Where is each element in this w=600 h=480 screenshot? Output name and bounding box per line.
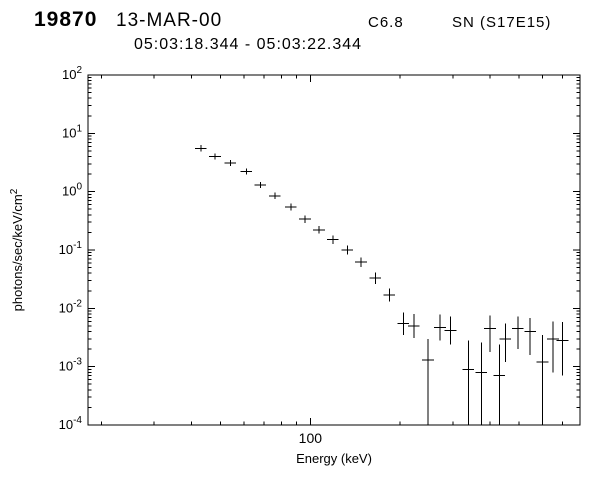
y-tick-label: 100 <box>62 182 82 199</box>
x-axis: 100 <box>101 75 564 446</box>
y-axis: 102 101 100 10-1 10-2 10-3 10-4 <box>59 65 580 432</box>
y-tick-label: 102 <box>62 65 82 82</box>
y-axis-label: photons/sec/keV/cm2 <box>9 188 25 311</box>
x-axis-label: Energy (keV) <box>296 451 372 466</box>
y-tick-label: 10-4 <box>59 415 83 432</box>
flare-type-position: SN (S17E15) <box>452 14 552 31</box>
y-tick-label: 10-2 <box>59 298 83 315</box>
y-tick-label: 101 <box>62 123 82 140</box>
y-tick-label: 10-1 <box>59 240 83 257</box>
data-points <box>194 145 569 425</box>
flare-date: 13-MAR-00 <box>116 10 223 31</box>
goes-class: C6.8 <box>368 14 404 31</box>
x-tick-label: 100 <box>299 430 323 446</box>
flare-number: 19870 <box>34 8 98 31</box>
plot-frame <box>87 74 581 426</box>
time-range: 05:03:18.344 - 05:03:22.344 <box>134 36 363 53</box>
y-tick-label: 10-3 <box>59 357 83 374</box>
